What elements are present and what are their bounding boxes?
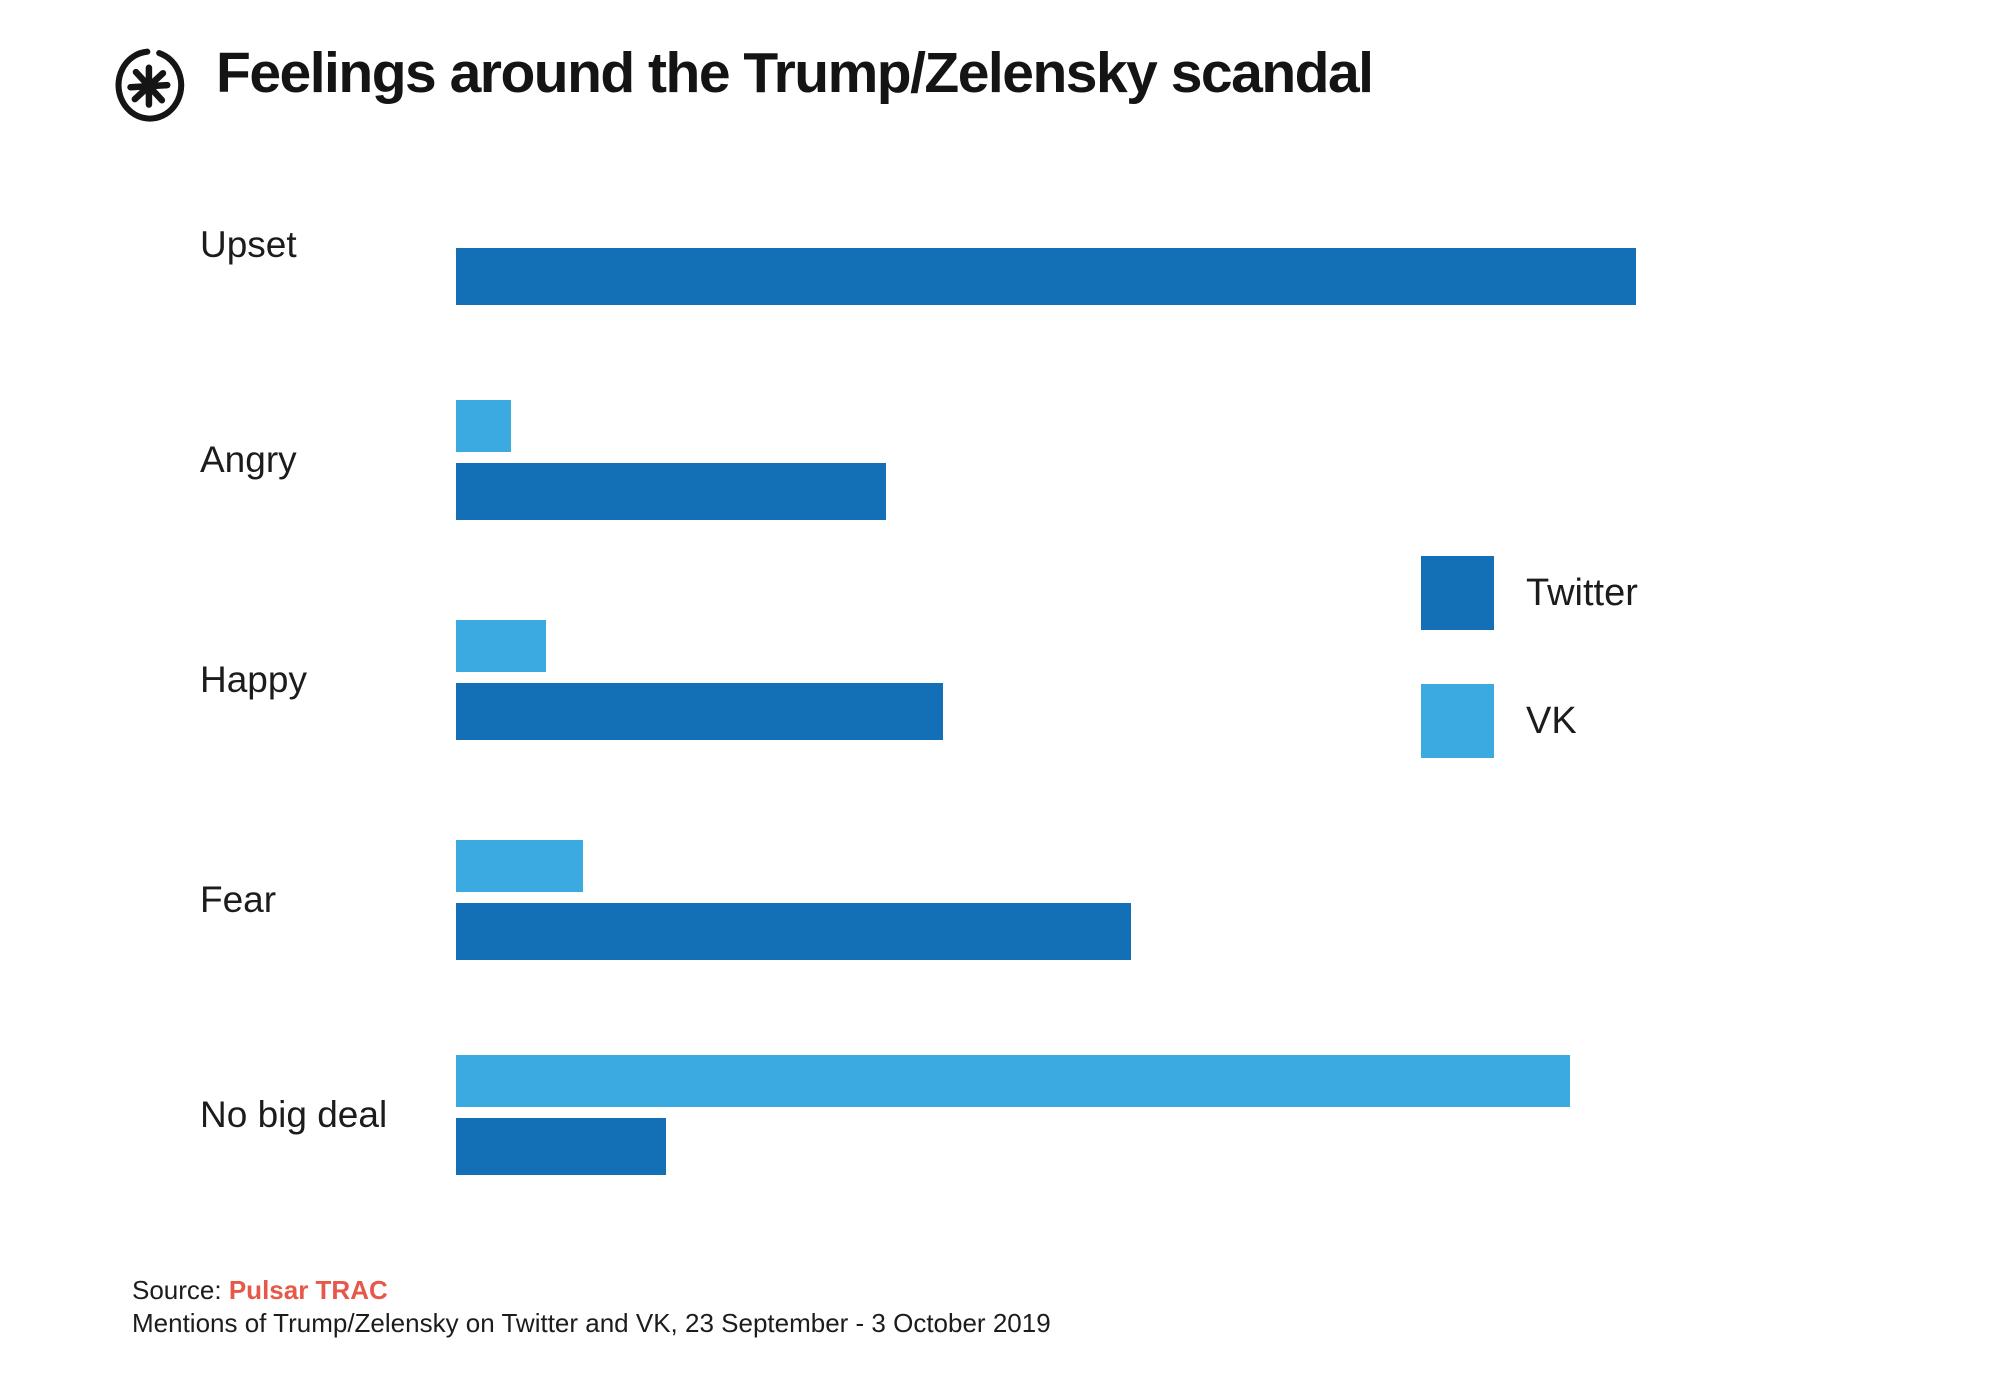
source-name: Pulsar TRAC	[228, 1275, 388, 1305]
legend-swatch-vk	[1421, 684, 1494, 758]
bar-twitter-upset	[456, 248, 1636, 305]
source-line: Source: Pulsar TRAC	[132, 1274, 1051, 1307]
category-label-no-big-deal: No big deal	[200, 1094, 388, 1135]
legend-label-twitter: Twitter	[1526, 571, 1638, 614]
legend-item-twitter: Twitter	[1421, 556, 1638, 630]
chart-title: Feelings around the Trump/Zelensky scand…	[216, 41, 1374, 105]
chart-subtitle: Mentions of Trump/Zelensky on Twitter an…	[132, 1308, 1051, 1338]
bar-twitter-happy	[456, 683, 944, 740]
bar-vk-fear	[456, 840, 584, 892]
bar-twitter-fear	[456, 903, 1131, 960]
bar-vk-no-big-deal	[456, 1055, 1570, 1107]
bar-vk-angry	[456, 400, 512, 452]
footer: Source: Pulsar TRAC Mentions of Trump/Ze…	[132, 1274, 1051, 1340]
bar-vk-happy	[456, 620, 546, 672]
legend-label-vk: VK	[1526, 699, 1577, 742]
pulsar-asterisk-logo-icon	[115, 48, 185, 122]
legend-swatch-twitter	[1421, 556, 1494, 630]
source-label: Source:	[132, 1275, 222, 1305]
category-label-upset: Upset	[200, 224, 297, 265]
legend-item-vk: VK	[1421, 684, 1577, 758]
category-label-angry: Angry	[200, 439, 297, 480]
bar-twitter-angry	[456, 463, 886, 520]
category-label-happy: Happy	[200, 659, 307, 700]
bar-twitter-no-big-deal	[456, 1118, 667, 1175]
category-label-fear: Fear	[200, 879, 277, 920]
